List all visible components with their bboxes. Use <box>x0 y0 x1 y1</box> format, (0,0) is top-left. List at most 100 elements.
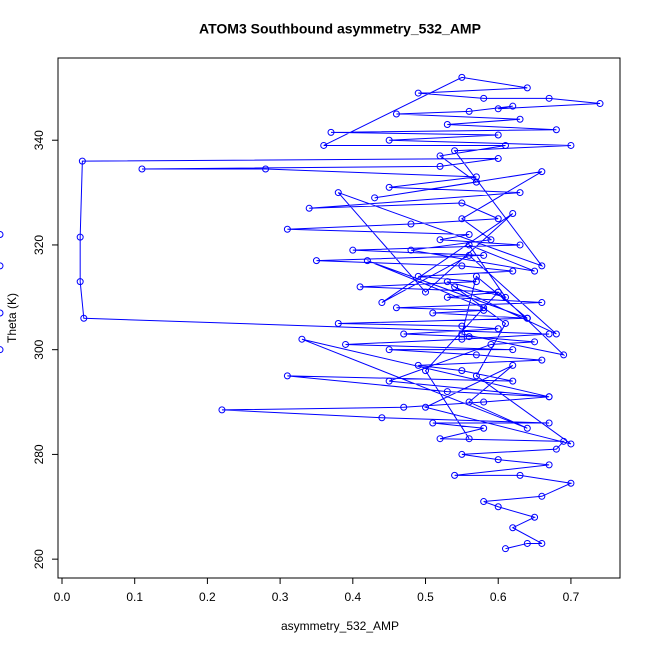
data-point <box>76 233 84 241</box>
data-point <box>552 126 560 134</box>
data-point <box>509 361 517 369</box>
data-point <box>436 152 444 160</box>
data-point <box>443 293 451 301</box>
data-point <box>538 262 546 270</box>
data-point <box>429 419 437 427</box>
data-point <box>494 155 502 163</box>
data-point <box>545 461 553 469</box>
data-point <box>334 319 342 327</box>
data-point <box>458 335 466 343</box>
data-point <box>407 246 415 254</box>
x-tick-label: 0.7 <box>563 590 580 604</box>
data-point <box>443 121 451 129</box>
data-point <box>334 189 342 197</box>
data-point <box>458 450 466 458</box>
data-point <box>465 230 473 238</box>
data-point <box>422 288 430 296</box>
data-point <box>509 267 517 275</box>
data-point <box>531 338 539 346</box>
data-point <box>509 524 517 532</box>
x-tick-label: 0.5 <box>417 590 434 604</box>
data-point <box>509 102 517 110</box>
data-point <box>465 107 473 115</box>
data-point <box>472 278 480 286</box>
data-point <box>76 278 84 286</box>
data-point <box>552 330 560 338</box>
data-point <box>342 340 350 348</box>
data-point <box>501 545 509 553</box>
data-point <box>305 204 313 212</box>
data-point <box>465 435 473 443</box>
data-point <box>443 278 451 286</box>
data-point <box>480 306 488 314</box>
data-point <box>262 165 270 173</box>
data-point <box>458 73 466 81</box>
data-point <box>545 94 553 102</box>
data-point <box>538 492 546 500</box>
data-point <box>494 456 502 464</box>
data-point <box>378 414 386 422</box>
data-point <box>414 272 422 280</box>
data-point <box>501 319 509 327</box>
data-point <box>494 215 502 223</box>
data-point <box>523 84 531 92</box>
data-point <box>509 210 517 218</box>
data-point <box>567 440 575 448</box>
data-point <box>451 471 459 479</box>
x-tick-label: 0.3 <box>272 590 289 604</box>
data-point <box>465 241 473 249</box>
data-point <box>0 309 4 317</box>
data-point <box>371 194 379 202</box>
data-point <box>414 361 422 369</box>
x-tick-label: 0.6 <box>490 590 507 604</box>
y-axis-label: Theta (K) <box>5 293 19 343</box>
data-point <box>516 189 524 197</box>
data-point <box>560 351 568 359</box>
data-point <box>458 199 466 207</box>
data-point <box>560 437 568 445</box>
data-point <box>298 335 306 343</box>
data-point <box>567 141 575 149</box>
data-point <box>385 377 393 385</box>
data-point <box>465 251 473 259</box>
data-point <box>472 178 480 186</box>
data-point <box>552 445 560 453</box>
data-point <box>531 513 539 521</box>
data-point <box>392 110 400 118</box>
data-point <box>472 173 480 181</box>
data-point <box>545 330 553 338</box>
data-point <box>538 539 546 547</box>
data-point <box>0 262 4 270</box>
data-point <box>138 165 146 173</box>
data-point <box>458 330 466 338</box>
data-point <box>494 325 502 333</box>
data-point <box>320 141 328 149</box>
data-point <box>472 372 480 380</box>
data-point <box>436 236 444 244</box>
data-point <box>596 100 604 108</box>
data-point <box>465 333 473 341</box>
data-point <box>494 288 502 296</box>
data-point <box>400 330 408 338</box>
data-point <box>80 314 88 322</box>
data-point <box>487 236 495 244</box>
data-point <box>494 503 502 511</box>
data-point <box>487 340 495 348</box>
x-tick-label: 0.0 <box>54 590 71 604</box>
data-point <box>458 215 466 223</box>
data-point <box>480 251 488 259</box>
data-point <box>494 105 502 113</box>
data-point <box>538 299 546 307</box>
data-point <box>545 419 553 427</box>
x-tick-label: 0.2 <box>199 590 216 604</box>
plot-frame <box>57 57 621 579</box>
data-point <box>385 346 393 354</box>
data-point <box>516 471 524 479</box>
y-tick-label: 320 <box>32 235 46 255</box>
chart-title: ATOM3 Southbound asymmetry_532_AMP <box>199 21 481 37</box>
data-point <box>0 230 4 238</box>
data-point <box>458 262 466 270</box>
data-point <box>523 539 531 547</box>
data-point <box>392 304 400 312</box>
